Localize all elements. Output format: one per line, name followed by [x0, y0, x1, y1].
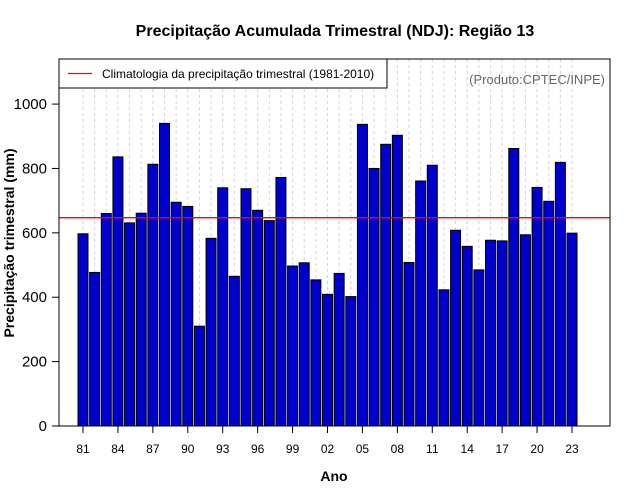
- bar-2009: [403, 261, 415, 427]
- x-tick-label: 14: [461, 442, 475, 456]
- y-tick-label: 600: [22, 225, 47, 242]
- x-tick-label: 87: [146, 442, 160, 456]
- bar-2020: [531, 186, 543, 427]
- bar-1992: [205, 237, 217, 427]
- source-note: (Produto:CPTEC/INPE): [469, 72, 605, 87]
- bar-1982: [89, 271, 101, 427]
- bar-2012: [438, 289, 450, 427]
- x-tick-label: 08: [391, 442, 405, 456]
- bar-1991: [193, 325, 205, 427]
- bar-1997: [263, 220, 275, 427]
- bar-2017: [496, 240, 508, 427]
- bar-2000: [298, 262, 310, 427]
- x-tick-label: 93: [216, 442, 230, 456]
- x-tick-label: 90: [181, 442, 195, 456]
- y-tick-label: 800: [22, 160, 47, 177]
- x-tick-label: 02: [321, 442, 335, 456]
- bar-1986: [135, 212, 147, 427]
- bar-1995: [240, 188, 252, 427]
- bar-1985: [124, 222, 136, 427]
- bar-2018: [508, 147, 520, 427]
- bar-2003: [333, 272, 345, 427]
- bars: [77, 122, 578, 427]
- bar-2021: [543, 200, 555, 427]
- bar-1989: [170, 201, 182, 427]
- y-axis: 0 200 400 600 800 1000: [14, 96, 59, 435]
- x-tick-label: 17: [495, 442, 509, 456]
- bar-1984: [112, 156, 124, 427]
- legend-label: Climatologia da precipitação trimestral …: [102, 67, 374, 81]
- bar-1994: [228, 275, 240, 427]
- bar-2022: [554, 161, 566, 427]
- bar-1983: [100, 213, 112, 427]
- bar-1987: [147, 163, 159, 427]
- bar-2011: [426, 164, 438, 427]
- bar-2005: [356, 123, 368, 427]
- bar-2015: [473, 269, 485, 427]
- x-tick-label: 05: [356, 442, 370, 456]
- bar-1996: [252, 209, 264, 427]
- bar-2002: [322, 293, 333, 427]
- x-tick-label: 84: [111, 442, 125, 456]
- bar-2019: [519, 234, 531, 427]
- bar-2014: [461, 245, 473, 427]
- bar-2016: [485, 239, 496, 427]
- legend: Climatologia da precipitação trimestral …: [58, 58, 388, 89]
- bar-2001: [310, 279, 322, 427]
- bar-2008: [391, 134, 403, 427]
- grid-lines: [82, 59, 573, 426]
- x-axis: 81 84 87 90 93 96 99 02 05 08 11 14 17 20 23: [71, 425, 584, 456]
- y-axis-label: Precipitação trimestral (mm): [1, 148, 17, 337]
- bar-1981: [77, 233, 89, 427]
- y-tick-label: 200: [22, 354, 47, 371]
- chart-title: Precipitação Acumulada Trimestral (NDJ):…: [136, 23, 535, 40]
- x-axis-label: Ano: [320, 468, 347, 484]
- bar-2006: [368, 167, 380, 427]
- bar-2013: [450, 229, 462, 427]
- legend-box: [58, 58, 388, 89]
- bar-2004: [345, 296, 357, 427]
- x-tick-label: 81: [76, 442, 90, 456]
- x-tick-label: 99: [286, 442, 300, 456]
- y-tick-label: 0: [39, 418, 47, 435]
- bar-2023: [566, 232, 578, 427]
- bar-1998: [275, 176, 287, 427]
- x-tick-label: 20: [530, 442, 544, 456]
- x-tick-label: 23: [565, 442, 579, 456]
- x-tick-label: 96: [251, 442, 265, 456]
- bar-2007: [380, 143, 392, 427]
- bar-1999: [287, 265, 299, 427]
- x-tick-label: 11: [426, 442, 439, 456]
- bar-1993: [217, 187, 229, 427]
- bar-1990: [182, 205, 194, 427]
- y-tick-label: 400: [22, 289, 47, 306]
- y-tick-label: 1000: [14, 96, 47, 113]
- bar-1988: [159, 122, 170, 427]
